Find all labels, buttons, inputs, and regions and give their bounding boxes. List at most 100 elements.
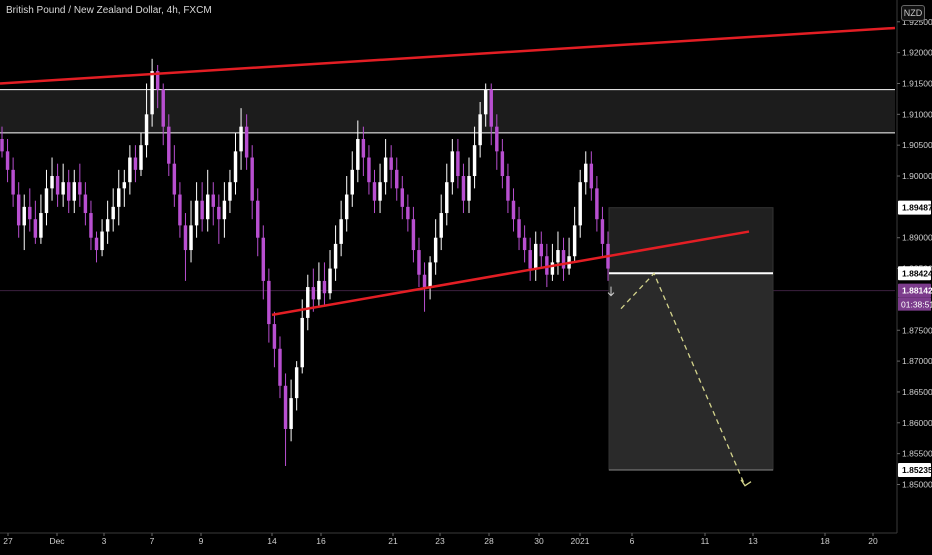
candle-body — [239, 126, 243, 152]
price-tick-label: 1.91500 — [902, 78, 932, 88]
candle — [222, 182, 227, 238]
candle — [194, 182, 199, 238]
projection-arrowhead — [740, 479, 752, 487]
candle-body — [44, 188, 49, 214]
candle-body — [322, 280, 327, 294]
time-tick-label: 14 — [267, 536, 277, 546]
time-tick-label: 18 — [820, 536, 830, 546]
stop-price-tag: 1.89487 — [902, 203, 932, 213]
candle — [294, 361, 299, 411]
candle — [489, 83, 493, 146]
candle-body — [406, 206, 410, 220]
time-tick-label: 30 — [534, 536, 544, 546]
candle — [561, 237, 566, 281]
candle-body — [339, 219, 343, 244]
candle — [367, 145, 371, 195]
candle — [272, 311, 277, 368]
candle-body — [50, 176, 54, 189]
candle — [83, 182, 88, 226]
candle-body — [584, 163, 588, 183]
price-tick-label: 1.91000 — [902, 109, 932, 119]
candle — [445, 163, 449, 226]
candle — [467, 157, 471, 214]
price-tick-label: 1.85500 — [902, 449, 932, 459]
candle — [172, 145, 177, 207]
candle-body — [111, 206, 115, 220]
candle — [278, 336, 282, 399]
candle — [322, 262, 327, 306]
candle-body — [589, 163, 594, 189]
candle-body — [200, 200, 204, 220]
entry-price-tag: 1.88424 — [902, 268, 932, 278]
candle — [311, 268, 316, 312]
candle — [94, 231, 99, 263]
candle — [595, 176, 599, 232]
candle — [250, 145, 254, 220]
candle — [5, 139, 10, 183]
candle — [383, 139, 388, 195]
candle-body — [139, 145, 143, 170]
currency-badge[interactable]: NZD — [901, 5, 925, 21]
candle-body — [261, 237, 266, 281]
candle-body — [133, 157, 138, 170]
price-tick-label: 1.86500 — [902, 387, 932, 397]
candle-body — [5, 151, 10, 170]
candle — [122, 169, 127, 207]
price-tick-label: 1.89000 — [902, 233, 932, 243]
time-tick-label: 6 — [630, 536, 635, 546]
candle — [233, 132, 238, 195]
candle-body — [233, 151, 238, 183]
candle-body — [456, 151, 460, 177]
candle — [339, 200, 343, 257]
candle — [244, 114, 249, 170]
candle — [133, 145, 138, 183]
candle — [584, 151, 588, 195]
candle-body — [383, 157, 388, 183]
candle-body — [400, 188, 405, 207]
candle-body — [172, 163, 177, 195]
candle — [328, 250, 332, 300]
candle-body — [344, 194, 349, 220]
candle-body — [561, 250, 566, 269]
candle — [589, 151, 594, 201]
upper-trendline — [0, 26, 896, 85]
candle-body — [122, 182, 127, 189]
candle — [139, 132, 143, 177]
candle — [450, 139, 455, 195]
candle-body — [550, 262, 555, 275]
candle — [144, 83, 149, 158]
resistance-zone — [0, 89, 895, 133]
current-price-tag-bg — [898, 283, 931, 298]
candle-body — [489, 89, 493, 127]
candle-body — [100, 231, 104, 251]
candle-body — [328, 268, 332, 294]
candle — [378, 163, 382, 214]
candle — [600, 206, 605, 257]
candle-body — [61, 182, 65, 195]
candle — [128, 145, 132, 195]
time-tick-label: 20 — [868, 536, 878, 546]
candle-body — [317, 280, 321, 300]
candle — [11, 157, 15, 207]
candle-body — [150, 71, 154, 115]
candle — [389, 145, 393, 189]
candle-body — [294, 367, 299, 399]
candle-body — [22, 206, 26, 226]
target-price-tag-bg — [898, 462, 931, 477]
candle — [556, 231, 560, 275]
price-tick-label: 1.90000 — [902, 171, 932, 181]
candle-body — [222, 200, 227, 220]
candle-body — [306, 287, 310, 318]
candle — [528, 237, 532, 281]
candle-body — [450, 151, 455, 183]
candle-body — [367, 157, 371, 183]
candle-body — [433, 237, 438, 263]
candle-body — [311, 287, 316, 300]
candle — [400, 176, 405, 220]
candle — [306, 274, 310, 331]
time-tick-label: 9 — [199, 536, 204, 546]
candle-body — [244, 126, 249, 158]
